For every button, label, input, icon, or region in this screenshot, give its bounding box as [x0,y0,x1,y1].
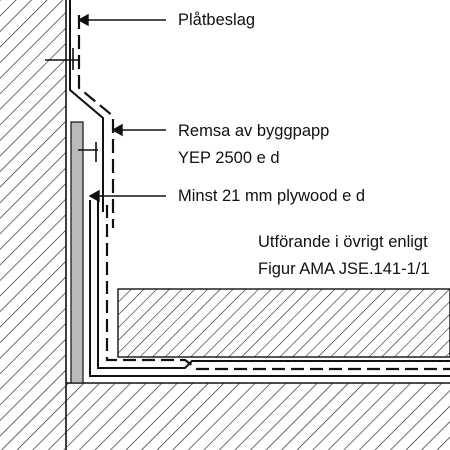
strip-arrowhead [111,123,123,137]
plywood-label: Minst 21 mm plywood e d [178,187,365,205]
flashing-arrowhead [77,13,89,27]
plywood-board [70,121,84,384]
leader-lines [77,13,166,203]
flashing-label: Plåtbeslag [178,11,255,29]
roof-slab-section [66,382,450,450]
wall-section [0,0,67,450]
roof-insulation-section [117,288,450,358]
fastener-markers [45,48,98,162]
strip-label-line1: Remsa av byggpapp [178,122,329,140]
plywood-arrowhead [88,189,100,203]
note-line2: Figur AMA JSE.141-1/1 [258,260,430,278]
sheet-metal-flashing [69,0,115,228]
note-line1: Utförande i övrigt enligt [258,233,428,251]
roofing-membrane-layers [89,200,450,377]
strip-label-line2: YEP 2500 e d [178,149,280,167]
